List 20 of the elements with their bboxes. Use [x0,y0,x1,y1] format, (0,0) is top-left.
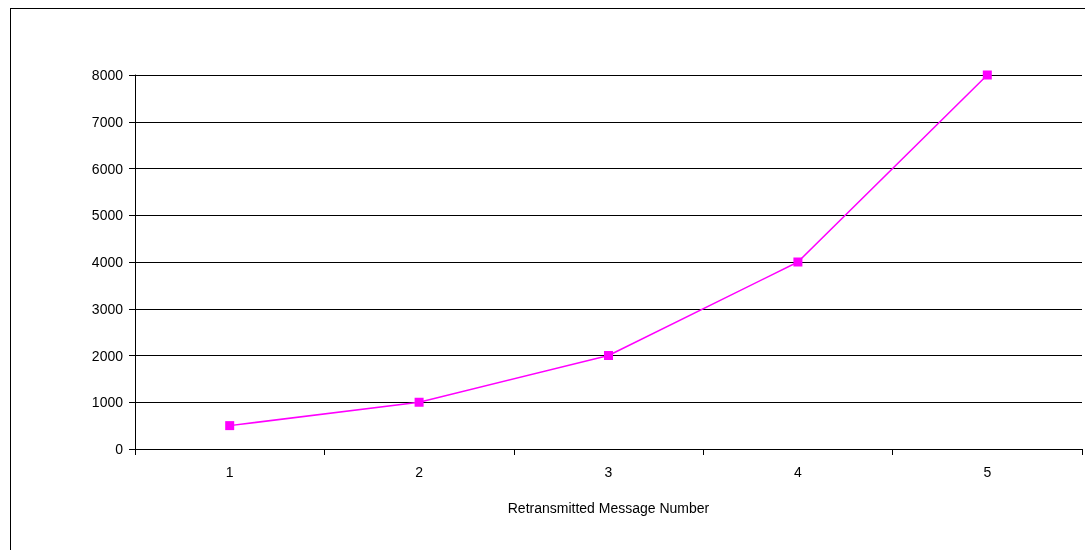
x-tick-label: 1 [225,464,234,480]
x-axis-title: Retransmitted Message Number [507,500,710,516]
y-tick-label: 6000 [91,160,124,177]
y-tick-label: 0 [115,441,124,457]
point [604,351,613,360]
y-tick-label: 8000 [91,67,124,83]
point [982,70,992,80]
y-tick-label: 3000 [91,300,124,317]
x-tick-label: 4 [794,464,802,480]
x-tick-label: 3 [604,464,613,480]
point [793,257,803,267]
x-tick-label: 2 [415,464,424,480]
x-tick-label: 5 [983,464,992,480]
y-tick-label: 1000 [91,394,124,411]
point [414,397,424,407]
y-tick-label: 7000 [91,113,124,130]
y-tick-label: 4000 [91,254,124,270]
y-tick-label: 2000 [91,347,124,364]
y-tick-label: 5000 [91,207,124,224]
point [225,421,235,431]
